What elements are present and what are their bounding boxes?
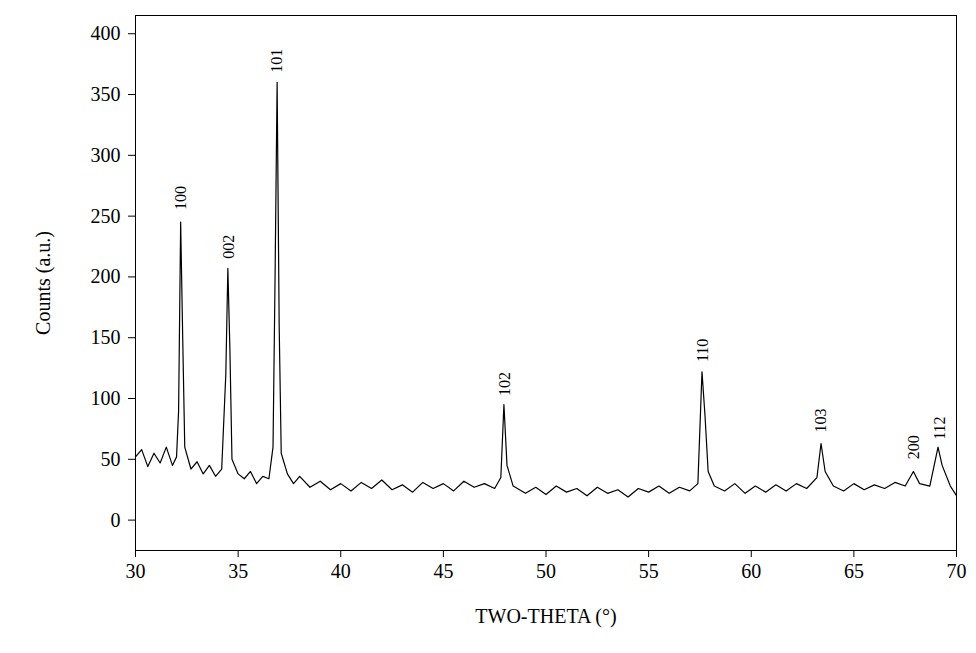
svg-text:30: 30 (126, 560, 146, 582)
svg-text:40: 40 (331, 560, 351, 582)
svg-text:112: 112 (931, 416, 948, 439)
svg-text:35: 35 (228, 560, 248, 582)
svg-text:110: 110 (694, 339, 711, 362)
svg-text:70: 70 (947, 560, 967, 582)
svg-text:50: 50 (536, 560, 556, 582)
svg-text:002: 002 (220, 235, 237, 259)
svg-text:45: 45 (433, 560, 453, 582)
svg-text:400: 400 (91, 22, 121, 44)
svg-text:300: 300 (91, 144, 121, 166)
svg-text:103: 103 (812, 409, 829, 433)
svg-text:TWO-THETA (°): TWO-THETA (°) (475, 605, 616, 628)
svg-text:55: 55 (639, 560, 659, 582)
svg-text:0: 0 (111, 509, 121, 531)
svg-text:102: 102 (496, 372, 513, 396)
svg-text:50: 50 (101, 448, 121, 470)
svg-text:200: 200 (905, 435, 922, 459)
svg-text:150: 150 (91, 326, 121, 348)
svg-text:65: 65 (844, 560, 864, 582)
svg-text:250: 250 (91, 205, 121, 227)
svg-text:Counts (a.u.): Counts (a.u.) (32, 231, 55, 335)
svg-text:100: 100 (91, 387, 121, 409)
svg-text:200: 200 (91, 265, 121, 287)
svg-text:101: 101 (268, 49, 285, 73)
svg-text:350: 350 (91, 83, 121, 105)
svg-text:60: 60 (741, 560, 761, 582)
svg-text:100: 100 (172, 186, 189, 210)
